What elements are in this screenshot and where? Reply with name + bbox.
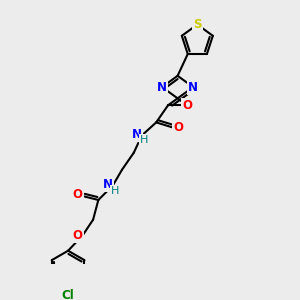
- Text: N: N: [132, 128, 142, 141]
- Text: O: O: [73, 188, 83, 201]
- Text: H: H: [140, 135, 148, 145]
- Text: Cl: Cl: [62, 290, 74, 300]
- Text: N: N: [188, 81, 198, 94]
- Text: H: H: [111, 186, 120, 196]
- Text: N: N: [157, 81, 167, 94]
- Text: O: O: [182, 99, 192, 112]
- Text: N: N: [103, 178, 113, 191]
- Text: O: O: [173, 121, 183, 134]
- Text: S: S: [193, 18, 202, 31]
- Text: O: O: [73, 229, 83, 242]
